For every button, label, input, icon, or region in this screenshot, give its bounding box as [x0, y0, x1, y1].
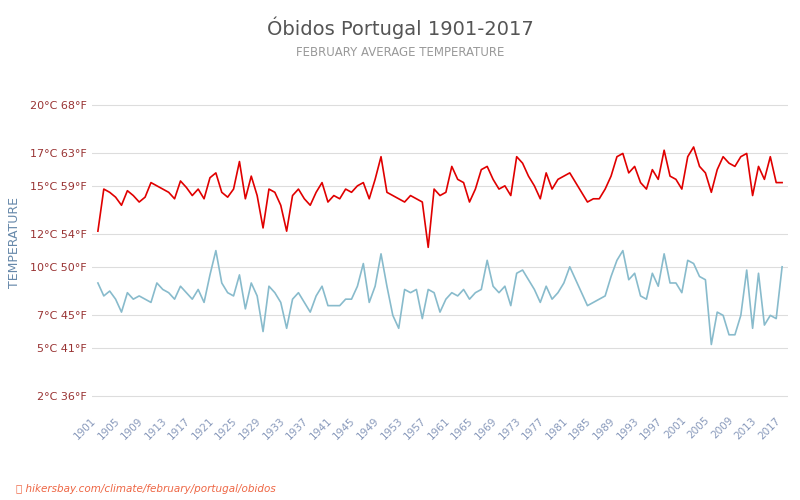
Y-axis label: TEMPERATURE: TEMPERATURE: [8, 197, 22, 288]
Text: 📍 hikersbay.com/climate/february/portugal/obidos: 📍 hikersbay.com/climate/february/portuga…: [16, 484, 276, 494]
Text: Óbidos Portugal 1901-2017: Óbidos Portugal 1901-2017: [266, 16, 534, 39]
Text: FEBRUARY AVERAGE TEMPERATURE: FEBRUARY AVERAGE TEMPERATURE: [296, 46, 504, 59]
